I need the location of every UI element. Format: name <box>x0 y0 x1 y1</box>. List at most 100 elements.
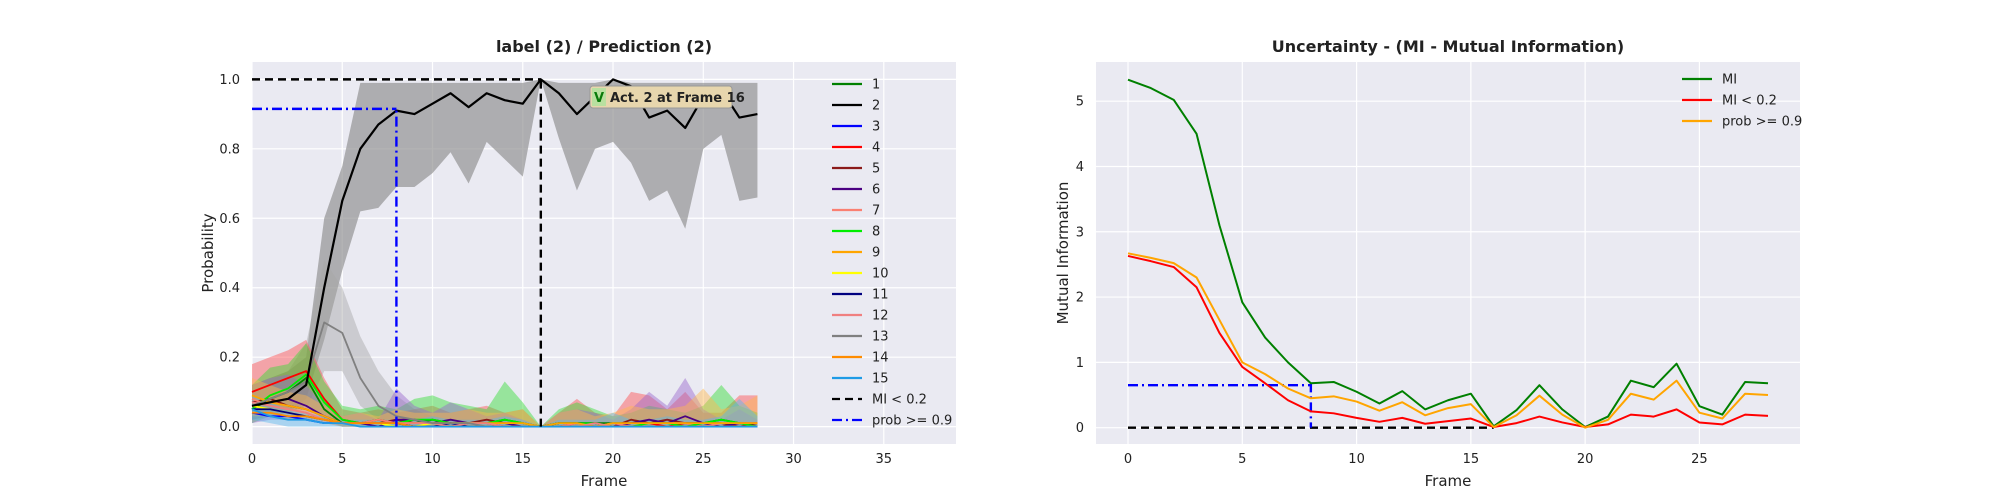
frame-annotation: V Act. 2 at Frame 16 <box>589 85 745 109</box>
band-series-6 <box>252 374 758 427</box>
right-y-tick-labels: 0 1 2 3 4 5 <box>1076 95 1084 436</box>
legend-entry-13: 13 <box>832 330 889 345</box>
line-series-2 <box>251 78 758 407</box>
left-x-tick-labels: 0 5 10 15 20 25 30 35 <box>248 452 892 467</box>
right-chart-title: Uncertainty - (MI - Mutual Information) <box>1272 37 1624 56</box>
l-y-tick-label: 0.2 <box>219 351 240 366</box>
legend-label-mi: MI <box>1722 73 1737 88</box>
legend-label-4: 4 <box>872 141 880 156</box>
ref-line-prob-0-9 <box>1128 384 1313 428</box>
band-series-13 <box>252 259 758 427</box>
l-x-tick-label: 10 <box>424 452 441 467</box>
l-y-tick-label: 1.0 <box>219 73 240 88</box>
l-x-tick-label: 0 <box>248 452 256 467</box>
legend-label-6: 6 <box>872 183 880 198</box>
l-y-tick-label: 0.8 <box>219 142 240 157</box>
legend-label-9: 9 <box>872 246 880 261</box>
legend-entry-1: 1 <box>832 78 880 93</box>
legend-label-3: 3 <box>872 120 880 135</box>
line-series-mi-0-2 <box>1127 254 1769 429</box>
r-y-tick-label: 2 <box>1076 291 1084 306</box>
legend-label-12: 12 <box>872 309 889 324</box>
legend-entry-4: 4 <box>832 141 880 156</box>
l-x-tick-label: 25 <box>695 452 712 467</box>
l-x-tick-label: 5 <box>338 452 346 467</box>
legend-entry-3: 3 <box>832 120 880 135</box>
legend-label-5: 5 <box>872 162 880 177</box>
l-x-tick-label: 15 <box>514 452 531 467</box>
legend-label-10: 10 <box>872 267 889 282</box>
r-y-tick-label: 0 <box>1076 421 1084 436</box>
legend-entry-11: 11 <box>832 288 889 303</box>
r-x-tick-label: 20 <box>1577 452 1594 467</box>
legend-entry-mi-0-2: MI < 0.2 <box>832 393 927 408</box>
l-y-tick-label: 0.4 <box>219 281 240 296</box>
left-series-lines <box>251 78 758 428</box>
l-x-tick-label: 35 <box>876 452 893 467</box>
left-chart: 0 5 10 15 20 25 30 35 0.00.20.40.60.81.0 label … <box>199 37 956 490</box>
legend-entry-9: 9 <box>832 246 880 261</box>
legend-label-prob-0-9: prob >= 0.9 <box>872 414 952 429</box>
r-x-tick-label: 25 <box>1691 452 1708 467</box>
legend-entry-prob-0-9: prob >= 0.9 <box>832 414 952 429</box>
left-y-axis-label: Probability <box>199 213 217 292</box>
legend-entry-2: 2 <box>832 99 880 114</box>
r-x-tick-label: 15 <box>1463 452 1480 467</box>
line-series-15 <box>251 408 758 428</box>
legend-label-14: 14 <box>872 351 889 366</box>
l-y-tick-label: 0.0 <box>219 420 240 435</box>
legend-entry-12: 12 <box>832 309 889 324</box>
r-y-tick-label: 1 <box>1076 356 1084 371</box>
legend-label-7: 7 <box>872 204 880 219</box>
r-y-tick-label: 5 <box>1076 95 1084 110</box>
legend-entry-5: 5 <box>832 162 880 177</box>
legend-entry-prob-0-9: prob >= 0.9 <box>1682 115 1802 130</box>
right-x-tick-labels: 0 5 10 15 20 25 <box>1124 452 1708 467</box>
legend-entry-mi-0-2: MI < 0.2 <box>1682 94 1777 109</box>
r-y-tick-label: 3 <box>1076 225 1084 240</box>
line-series-9 <box>251 394 758 428</box>
right-y-axis-label: Mutual Information <box>1054 182 1072 325</box>
legend-label-13: 13 <box>872 330 889 345</box>
right-plot-area <box>1096 62 1800 444</box>
legend-label-prob-0-9: prob >= 0.9 <box>1722 115 1802 130</box>
r-y-tick-label: 4 <box>1076 160 1084 175</box>
legend-label-mi-0-2: MI < 0.2 <box>1722 94 1777 109</box>
legend-label-mi-0-2: MI < 0.2 <box>872 393 927 408</box>
legend-label-2: 2 <box>872 99 880 114</box>
legend-entry-mi: MI <box>1682 73 1737 88</box>
band-series-2 <box>252 79 758 420</box>
legend-label-15: 15 <box>872 372 889 387</box>
left-y-tick-labels: 0.0 0.2 0.4 0.6 0.8 1.0 <box>219 73 240 435</box>
band-series-4 <box>252 339 758 427</box>
right-chart: 0 5 10 15 20 25 0 1 2 3 4 5 Uncertainty - (MI - Mu… <box>1054 37 1802 490</box>
right-series-lines <box>1127 78 1769 429</box>
line-series-prob-0-9 <box>1127 252 1769 429</box>
left-reference-lines <box>252 78 543 427</box>
annotation-badge: V <box>594 91 604 106</box>
line-series-8 <box>251 373 758 428</box>
annotation-badge-bg <box>592 88 606 106</box>
annotation-box <box>589 85 733 109</box>
r-x-tick-label: 0 <box>1124 452 1132 467</box>
annotation-text: Act. 2 at Frame 16 <box>610 91 745 106</box>
l-y-tick-label: 0.6 <box>219 212 240 227</box>
legend-label-11: 11 <box>872 288 889 303</box>
left-x-axis-label: Frame <box>581 472 628 490</box>
legend-entry-6: 6 <box>832 183 880 198</box>
left-chart-title: label (2) / Prediction (2) <box>496 37 712 56</box>
r-x-tick-label: 5 <box>1238 452 1246 467</box>
legend-entry-8: 8 <box>832 225 880 240</box>
legend-entry-7: 7 <box>832 204 880 219</box>
legend-entry-14: 14 <box>832 351 889 366</box>
l-x-tick-label: 30 <box>785 452 802 467</box>
legend-label-1: 1 <box>872 78 880 93</box>
band-series-9 <box>252 378 758 427</box>
right-x-axis-label: Frame <box>1425 472 1472 490</box>
right-legend: MI MI < 0.2 prob >= 0.9 <box>1682 73 1802 130</box>
legend-label-8: 8 <box>872 225 880 240</box>
l-x-tick-label: 20 <box>605 452 622 467</box>
r-x-tick-label: 10 <box>1348 452 1365 467</box>
